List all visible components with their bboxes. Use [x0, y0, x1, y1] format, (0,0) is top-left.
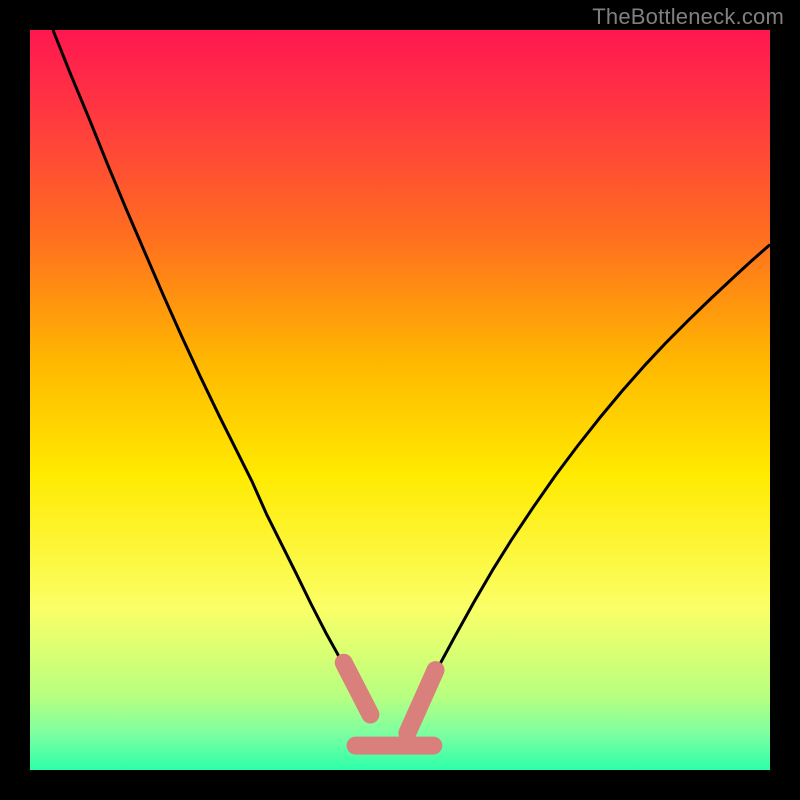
- chart-container: TheBottleneck.com: [0, 0, 800, 800]
- gradient-background: [30, 30, 770, 770]
- plot-svg: [30, 30, 770, 770]
- plot-area: [30, 30, 770, 770]
- watermark-text: TheBottleneck.com: [592, 4, 784, 30]
